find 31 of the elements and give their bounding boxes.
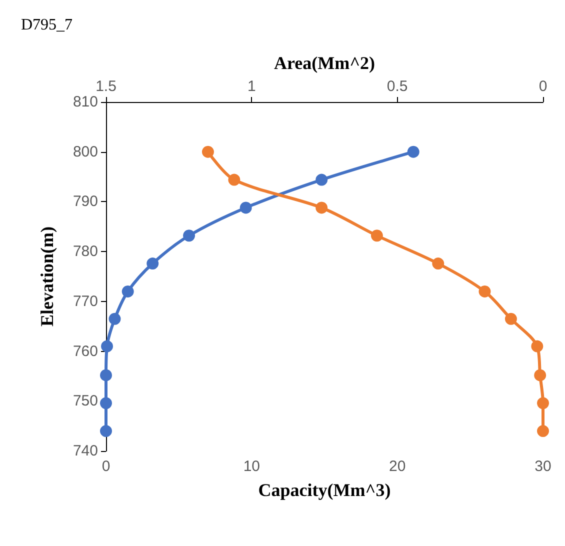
x-tick-label: 20 [388,458,406,475]
point [100,425,112,438]
y-tick-label: 780 [72,243,98,260]
point [316,174,328,186]
point [240,202,252,214]
point [122,285,134,298]
y-tick-label: 770 [72,292,98,310]
y-tick-label: 790 [72,193,98,210]
x-tick-label: 30 [534,458,552,475]
chart-title: D795_7 [21,16,73,34]
x-tick-label: 0 [102,458,110,475]
point [100,397,112,410]
x2-axis-title: Area(Mm^2) [274,53,376,73]
x2-tick-label: 1.5 [96,78,116,95]
y-tick-label: 750 [72,392,98,410]
point [146,258,159,270]
point [407,146,420,158]
point [101,340,114,352]
point [100,369,112,382]
y-tick-label: 740 [72,442,98,460]
point [183,230,196,242]
y-axis-title: Elevation(m) [37,226,57,326]
x2-tick-label: 1 [247,78,256,95]
x-tick-label: 10 [243,458,260,475]
x2-tick-label: 0 [538,78,548,95]
y-tick-label: 810 [72,94,98,110]
point [108,312,121,325]
x2-tick-label: 0.5 [386,78,408,95]
x-axis-title: Capacity(Mm^3) [258,480,391,500]
y-tick-label: 760 [72,342,98,360]
y-tick-label: 800 [72,143,98,160]
